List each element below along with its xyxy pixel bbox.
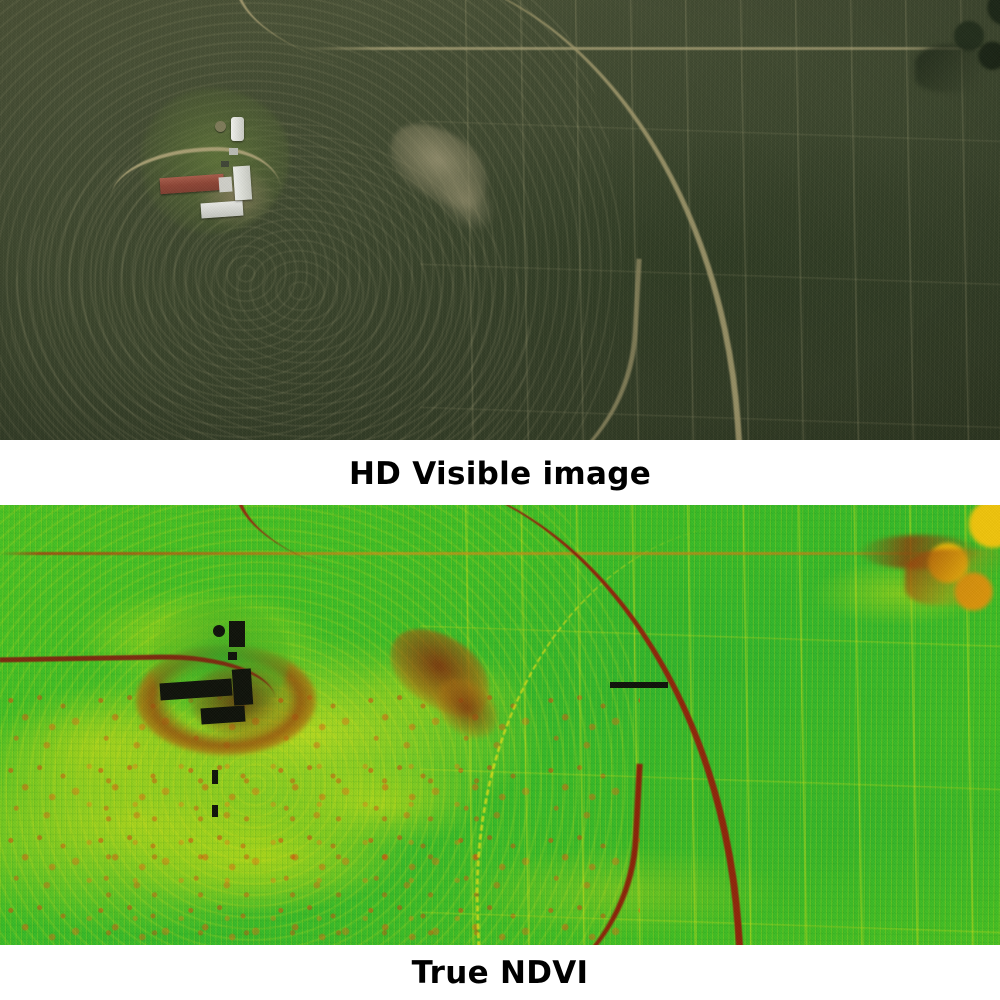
- ndvi-grain-bin: [213, 625, 225, 637]
- crop-field-base: [0, 0, 1000, 440]
- field-grid-lines: [420, 0, 1000, 440]
- ndvi-stress-speckle-dense: [80, 755, 500, 945]
- ndvi-grain-silo: [229, 621, 245, 647]
- true-ndvi-caption: True NDVI: [411, 955, 589, 991]
- white-equipment-building: [232, 165, 253, 201]
- ndvi-small-outbuilding: [228, 652, 237, 660]
- curving-farm-track-lower: [293, 241, 642, 440]
- true-ndvi-scene: [0, 505, 1000, 945]
- ndvi-stress-speckle: [0, 685, 640, 945]
- ndvi-waterway-track-lower: [293, 746, 643, 945]
- ndvi-white-equipment-building: [231, 668, 254, 706]
- hd-visible-image-panel[interactable]: [0, 0, 1000, 440]
- ndvi-tree-line-edge: [905, 549, 1000, 605]
- barn-end-annex: [218, 176, 233, 193]
- ndvi-headland-track: [0, 552, 980, 555]
- true-ndvi-image-panel[interactable]: [0, 505, 1000, 945]
- headland-track: [300, 47, 1000, 50]
- tree-line-edge: [915, 44, 1000, 92]
- crop-row-texture: [0, 0, 1000, 440]
- hd-visible-caption: HD Visible image: [348, 456, 652, 492]
- small-outbuilding: [229, 148, 238, 155]
- hd-visible-scene: [0, 0, 1000, 440]
- ndvi-field-object-west-lower: [212, 805, 218, 817]
- ndvi-field-object-north: [610, 682, 668, 688]
- grain-silo: [231, 117, 244, 141]
- grain-bin: [215, 121, 226, 132]
- parked-vehicle: [221, 161, 229, 167]
- ndvi-field-object-west-upper: [212, 770, 218, 784]
- ndvi-white-machine-shed: [200, 705, 246, 725]
- white-machine-shed: [200, 200, 244, 219]
